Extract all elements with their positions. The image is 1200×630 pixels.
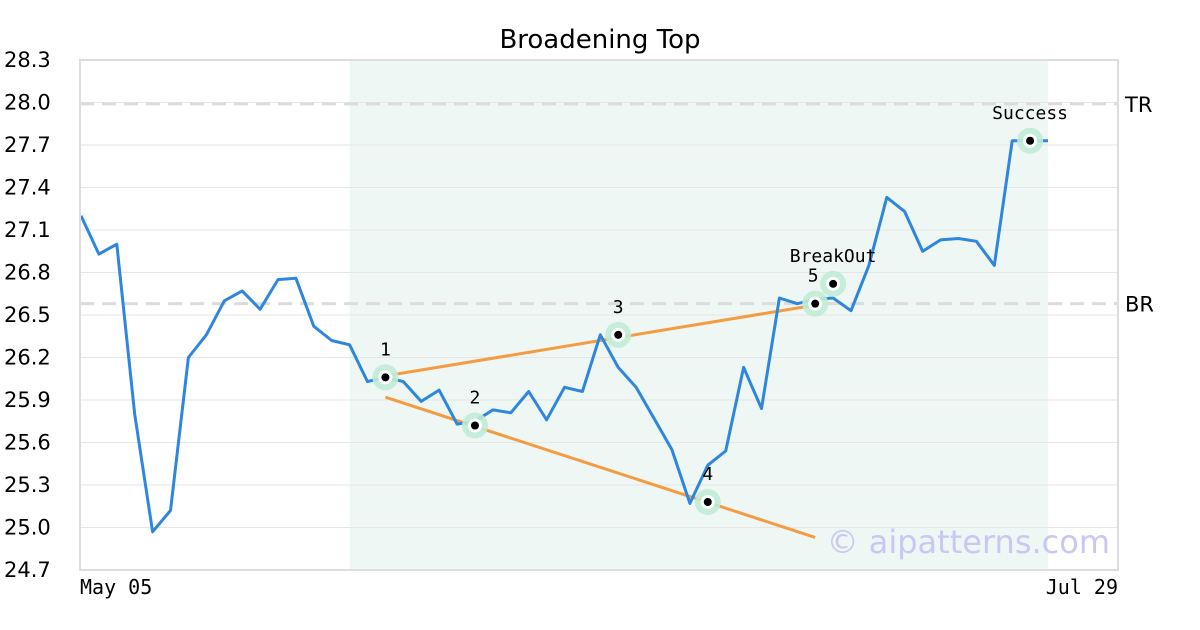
pattern-point-success: Success xyxy=(992,103,1068,154)
grid-layer xyxy=(80,59,1118,571)
y-tick-label: 25.9 xyxy=(4,388,51,412)
price-line xyxy=(79,139,1048,534)
point-dot xyxy=(470,421,479,430)
y-tick-label: 26.5 xyxy=(4,303,51,327)
y-tick-label: 25.0 xyxy=(4,516,51,540)
y-tick-label: 28.3 xyxy=(4,48,51,72)
y-tick-label: 25.3 xyxy=(4,473,51,497)
point-dot xyxy=(1026,136,1035,145)
point-label: 1 xyxy=(380,339,391,360)
x-tick-label-end: Jul 29 xyxy=(1046,575,1118,599)
y-tick-label: 26.8 xyxy=(4,261,51,285)
trendline-lower xyxy=(384,395,816,539)
y-tick-label: 24.7 xyxy=(4,558,51,582)
y-tick-label: 26.2 xyxy=(4,346,51,370)
point-label: 3 xyxy=(613,297,624,318)
level-label-tr: TR xyxy=(1124,93,1152,117)
point-label: 5 xyxy=(808,266,819,287)
point-label: Success xyxy=(992,103,1068,124)
pattern-point-5: 5 xyxy=(802,266,829,317)
point-label: 4 xyxy=(702,464,713,485)
point-label: BreakOut xyxy=(790,246,877,267)
point-dot xyxy=(703,498,712,506)
pattern-point-4: 4 xyxy=(694,464,721,515)
y-tick-label: 28.0 xyxy=(4,91,51,115)
trendlines xyxy=(384,303,816,539)
pattern-point-breakout: BreakOut xyxy=(790,246,877,297)
level-label-br: BR xyxy=(1125,293,1154,317)
chart-title: Broadening Top xyxy=(499,25,700,55)
watermark: © aipatterns.com xyxy=(827,523,1110,561)
point-label: 2 xyxy=(470,388,481,409)
price-series xyxy=(79,139,1048,534)
plot-frame xyxy=(79,59,1119,571)
y-tick-label: 27.1 xyxy=(4,218,51,242)
pattern-point-1: 1 xyxy=(372,339,399,391)
y-tick-label: 27.4 xyxy=(4,176,51,200)
point-dot xyxy=(381,373,390,382)
y-tick-label: 25.6 xyxy=(4,431,51,455)
x-tick-label-start: May 05 xyxy=(80,575,152,599)
pattern-point-3: 3 xyxy=(605,297,632,348)
point-dot xyxy=(829,279,838,288)
axes: 24.7 25.0 25.3 25.6 25.9 26.2 26.5 26.8 27.1 27.4… xyxy=(4,48,1119,599)
point-dot xyxy=(614,330,623,339)
point-dot xyxy=(811,299,820,308)
level-lines: TR BR xyxy=(80,93,1154,317)
pattern-point-2: 2 xyxy=(461,388,488,439)
y-tick-label: 27.7 xyxy=(4,133,51,157)
trendline-upper xyxy=(385,303,816,378)
